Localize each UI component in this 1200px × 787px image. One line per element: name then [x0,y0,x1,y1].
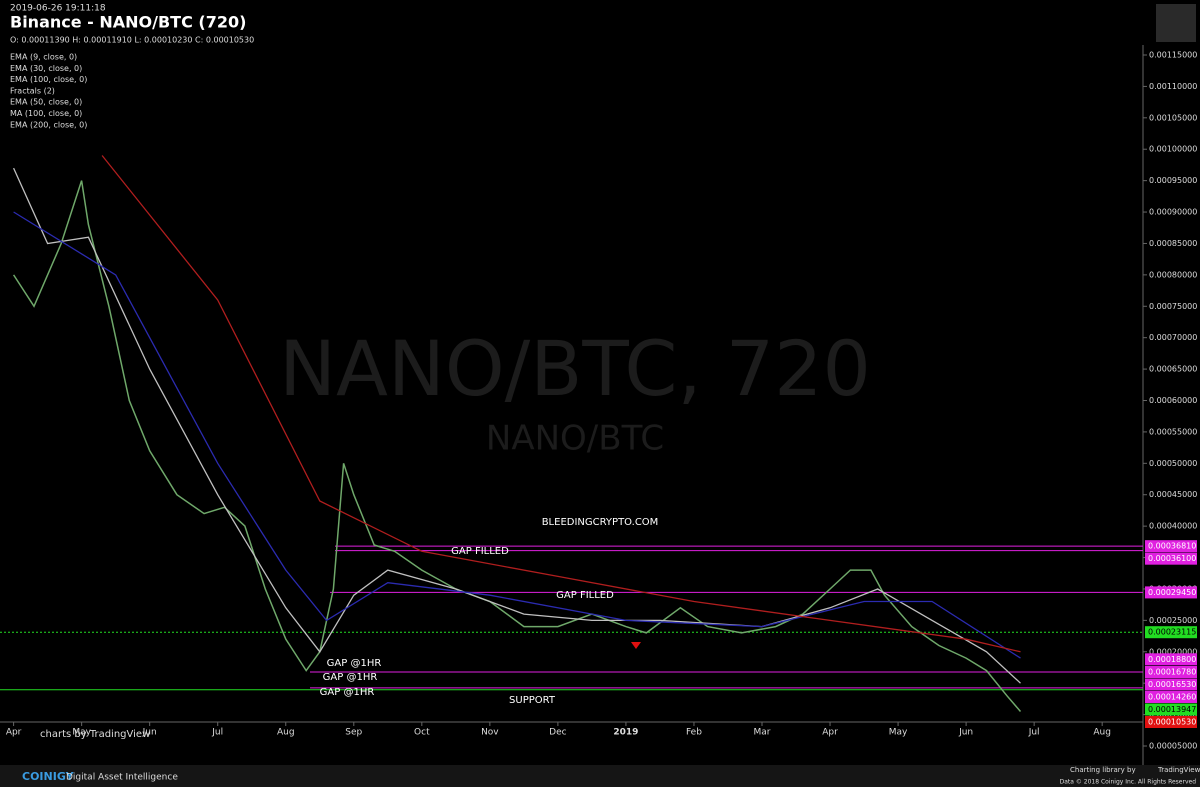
y-tick-label: 0.00065000 [1149,365,1197,374]
y-tick-label: 0.00040000 [1149,522,1197,531]
x-tick-label: Jun [142,728,157,738]
x-tick-label: Aug [1093,728,1111,738]
price-label-box [1145,691,1197,704]
price-label: 0.00016530 [1148,680,1196,689]
y-tick-label: 0.00050000 [1149,459,1197,468]
y-tick-label: 0.00085000 [1149,239,1197,248]
ohlc: O: 0.00011390 H: 0.00011910 L: 0.0001023… [10,36,254,45]
x-tick-label: Oct [414,728,430,738]
price-label: 0.00010530 [1148,718,1196,727]
x-tick-label: Jul [211,728,223,738]
series-line [13,211,1021,659]
y-tick-label: 0.00075000 [1149,302,1197,311]
indicator: EMA (50, close, 0) [10,98,82,107]
series-line [13,167,1021,684]
x-tick-label: Mar [754,728,771,738]
y-tick-label: 0.00115000 [1149,51,1197,60]
annotation: GAP FILLED [451,546,509,557]
y-tick-label: 0.00060000 [1149,396,1197,405]
x-tick-label: Apr [6,728,22,738]
price-label-box [1145,586,1197,599]
price-label: 0.00036100 [1148,554,1196,563]
price-label-box [1145,703,1197,716]
price-label: 0.00014260 [1148,693,1196,702]
y-tick-label: 0.00070000 [1149,333,1197,342]
price-label-box [1145,540,1197,553]
indicator: Fractals (2) [10,86,55,95]
indicator: MA (100, close, 0) [10,109,82,118]
fractal-arrow [631,642,641,649]
x-tick-label: Dec [549,728,566,738]
indicator: EMA (9, close, 0) [10,53,77,62]
price-label: 0.00036810 [1148,542,1196,551]
price-label-box [1145,716,1197,729]
series-line [12,180,1022,712]
watermark: NANO/BTC, 720 [279,324,871,413]
x-tick-label: May [889,728,908,738]
library-name: TradingView [1157,766,1200,774]
y-tick-label: 0.00090000 [1149,208,1197,217]
annotation: GAP @1HR [327,658,382,669]
annotation: GAP @1HR [320,687,375,698]
x-tick-label: Jul [1028,728,1040,738]
annotation: BLEEDINGCRYPTO.COM [542,517,659,528]
price-label-box [1145,678,1197,691]
x-tick-label: May [72,728,91,738]
price-label: 0.00018800 [1148,655,1196,664]
x-tick-label: 2019 [613,728,638,738]
footer-bar [0,765,1200,787]
y-tick-label: 0.00110000 [1149,82,1197,91]
x-tick-label: Nov [481,728,499,738]
library: Charting library by [1070,766,1136,774]
timestamp: 2019-06-26 19:11:18 [10,4,106,14]
logo-box [1156,4,1196,42]
series-line [101,155,1021,653]
x-tick-label: Aug [277,728,295,738]
y-tick-label: 0.00025000 [1149,616,1197,625]
price-label: 0.00029450 [1148,588,1196,597]
y-tick-label: 0.00105000 [1149,113,1197,122]
annotation: GAP FILLED [556,590,614,601]
x-tick-label: Feb [686,728,702,738]
indicator: EMA (200, close, 0) [10,120,87,129]
x-tick-label: Sep [345,728,362,738]
price-label: 0.00023115 [1148,628,1196,637]
price-label-box [1145,653,1197,666]
indicator: EMA (100, close, 0) [10,75,87,84]
tagline: Digital Asset Intelligence [66,773,178,783]
tv-credit: charts by TradingView [40,729,150,740]
price-label-box [1145,626,1197,639]
y-tick-label: 0.00100000 [1149,145,1197,154]
y-tick-label: 0.00045000 [1149,490,1197,499]
indicator: EMA (30, close, 0) [10,64,82,73]
y-tick-label: 0.00005000 [1149,742,1197,751]
title: Binance - NANO/BTC (720) [10,13,246,32]
y-tick-label: 0.00080000 [1149,270,1197,279]
x-tick-label: Jun [958,728,973,738]
price-label-box [1145,666,1197,679]
price-label: 0.00016780 [1148,668,1196,677]
y-tick-label: 0.00020000 [1149,647,1197,656]
annotation: SUPPORT [509,695,556,706]
brand: COINIGY [22,770,75,783]
copyright: Data © 2018 Coinigy Inc. All Rights Rese… [1060,779,1197,786]
watermark-sub: NANO/BTC [486,419,664,459]
x-tick-label: Apr [822,728,838,738]
annotation: GAP @1HR [323,672,378,683]
price-label-box [1145,552,1197,565]
y-tick-label: 0.00095000 [1149,176,1197,185]
price-label: 0.00013947 [1148,705,1196,714]
y-tick-label: 0.00055000 [1149,427,1197,436]
